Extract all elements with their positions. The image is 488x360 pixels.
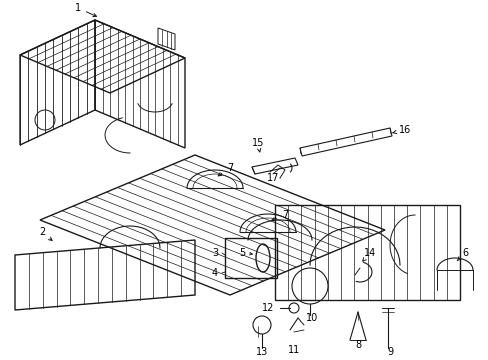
Bar bbox=[224, 238, 276, 278]
Text: 7: 7 bbox=[218, 163, 233, 176]
Text: 12: 12 bbox=[261, 303, 274, 313]
Text: 16: 16 bbox=[392, 125, 410, 135]
Text: 11: 11 bbox=[287, 345, 300, 355]
Text: 9: 9 bbox=[386, 347, 392, 357]
Text: 13: 13 bbox=[255, 347, 267, 357]
Text: 4: 4 bbox=[211, 268, 218, 278]
Text: 10: 10 bbox=[305, 313, 318, 323]
Text: 17: 17 bbox=[266, 173, 279, 183]
Text: 14: 14 bbox=[362, 248, 375, 261]
Text: 6: 6 bbox=[456, 248, 467, 261]
Text: 2: 2 bbox=[39, 227, 52, 240]
Text: 5: 5 bbox=[238, 248, 244, 258]
Text: 1: 1 bbox=[75, 3, 96, 17]
Text: 7: 7 bbox=[271, 210, 287, 221]
Text: 8: 8 bbox=[354, 340, 360, 350]
Text: 15: 15 bbox=[251, 138, 264, 152]
Text: 3: 3 bbox=[211, 248, 218, 258]
